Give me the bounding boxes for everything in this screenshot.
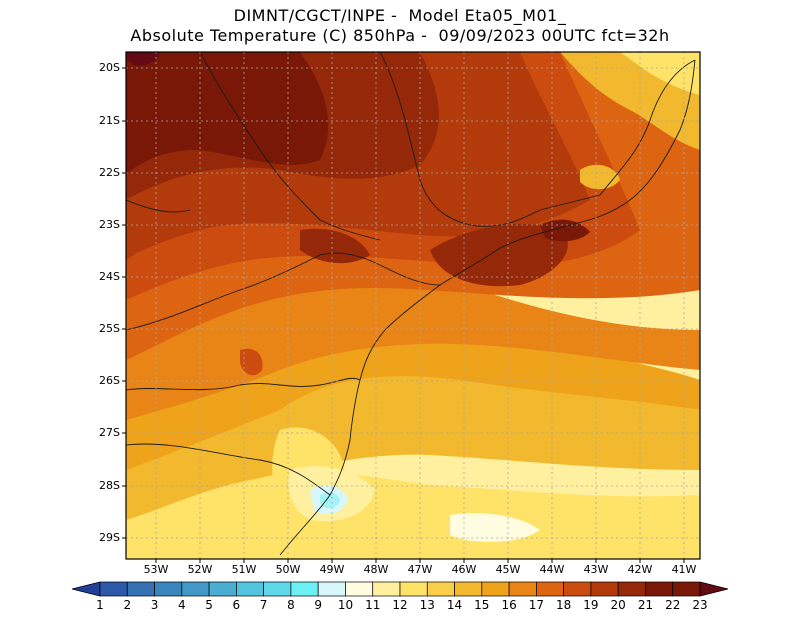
colorbar-cell xyxy=(617,581,646,597)
colorbar-label: 17 xyxy=(528,598,544,612)
lon-label: 43W xyxy=(583,563,609,576)
colorbar-label: 8 xyxy=(287,598,295,612)
field-band-23 xyxy=(126,52,160,66)
colorbar-cell xyxy=(426,581,455,597)
colorbar-cell xyxy=(563,581,592,597)
borders xyxy=(126,52,696,556)
lon-label: 53W xyxy=(143,563,169,576)
colorbar-cell xyxy=(317,581,346,597)
colorbar-label: 7 xyxy=(259,598,268,612)
colorbar-label: 18 xyxy=(555,598,572,612)
state-border-rs-sc xyxy=(126,443,331,496)
lat-label: 26S xyxy=(99,374,120,387)
colorbar-cell xyxy=(672,581,701,597)
colorbar-label: 19 xyxy=(583,598,599,612)
lat-label: 24S xyxy=(99,270,120,283)
colorbar-label: 22 xyxy=(665,598,681,612)
state-border-west xyxy=(126,199,191,213)
colorbar-cell xyxy=(208,581,237,597)
lat-label: 27S xyxy=(99,426,120,439)
colorbar-label: 12 xyxy=(392,598,408,612)
lat-label: 21S xyxy=(99,114,120,127)
gridlines xyxy=(126,52,700,559)
colorbar-label: 14 xyxy=(446,598,463,612)
state-border-ms-sp xyxy=(199,52,381,241)
temperature-field xyxy=(126,52,700,559)
colorbar-cell xyxy=(590,581,619,597)
colorbar-cell xyxy=(126,581,155,597)
state-border-mg-es xyxy=(599,59,696,196)
colorbar-cell xyxy=(481,581,510,597)
colorbar-low-triangle xyxy=(71,581,101,597)
colorbar-label: 2 xyxy=(123,598,132,612)
colorbar-label: 5 xyxy=(205,598,213,612)
coastline xyxy=(279,59,696,556)
title-line-2: Absolute Temperature (C) 850hPa - 09/09/… xyxy=(130,26,670,45)
field-pocket-19 xyxy=(240,348,263,376)
colorbar-label: 1 xyxy=(96,598,104,612)
lon-label: 45W xyxy=(495,563,521,576)
lon-label: 52W xyxy=(187,563,213,576)
colorbar-label: 3 xyxy=(150,598,159,612)
lon-label: 42W xyxy=(627,563,653,576)
colorbar-cell xyxy=(508,581,537,597)
axis-ticks xyxy=(122,67,685,563)
colorbar-label: 6 xyxy=(232,598,241,612)
state-border-sc-pr xyxy=(126,377,361,391)
colorbar-cell xyxy=(263,581,292,597)
colorbar-label: 4 xyxy=(177,598,186,612)
lat-label: 28S xyxy=(99,479,120,492)
colorbar-label: 10 xyxy=(337,598,354,612)
colorbar-high-triangle xyxy=(699,581,729,597)
colorbar-cell xyxy=(372,581,401,597)
lat-label: 22S xyxy=(99,166,120,179)
colorbar-label: 21 xyxy=(637,598,654,612)
colorbar-cell xyxy=(236,581,264,597)
field-pocket-21 xyxy=(430,223,568,287)
colorbar-cell xyxy=(454,581,483,597)
colorbar-label: 16 xyxy=(501,598,517,612)
field-cool-9 xyxy=(320,492,340,509)
colorbar-label: 9 xyxy=(314,598,322,612)
lat-label: 29S xyxy=(99,531,120,544)
lon-label: 51W xyxy=(231,563,257,576)
lon-label: 46W xyxy=(451,563,477,576)
colorbar-label: 23 xyxy=(692,598,708,612)
lon-label: 41W xyxy=(671,563,697,576)
colorbar-label: 20 xyxy=(610,598,626,612)
title-line-1: DIMNT/CGCT/INPE - Model Eta05_M01_ xyxy=(233,6,567,25)
colorbar-cell xyxy=(154,581,183,597)
lon-label: 49W xyxy=(319,563,345,576)
lat-label: 20S xyxy=(99,61,120,74)
lon-label: 47W xyxy=(407,563,433,576)
colorbar-cell xyxy=(536,581,564,597)
lon-label: 48W xyxy=(363,563,389,576)
state-border-pr-sp xyxy=(126,252,441,331)
colorbar-cell xyxy=(345,581,374,597)
lat-label: 25S xyxy=(99,322,120,335)
colorbar-cell xyxy=(645,581,674,597)
field-cool-11 xyxy=(450,513,540,542)
colorbar-label: 15 xyxy=(474,598,490,612)
colorbar xyxy=(71,581,729,597)
lon-label: 50W xyxy=(275,563,301,576)
colorbar-cell xyxy=(99,581,128,597)
colorbar-cell xyxy=(290,581,319,597)
field-band-22 xyxy=(126,52,329,175)
state-border-mg-sp xyxy=(379,52,601,227)
colorbar-cell xyxy=(399,581,428,597)
lat-label: 23S xyxy=(99,218,120,231)
lon-label: 44W xyxy=(539,563,565,576)
colorbar-cell xyxy=(181,581,210,597)
colorbar-label: 13 xyxy=(419,598,435,612)
colorbar-label: 11 xyxy=(365,598,381,612)
plot-frame xyxy=(125,51,701,560)
